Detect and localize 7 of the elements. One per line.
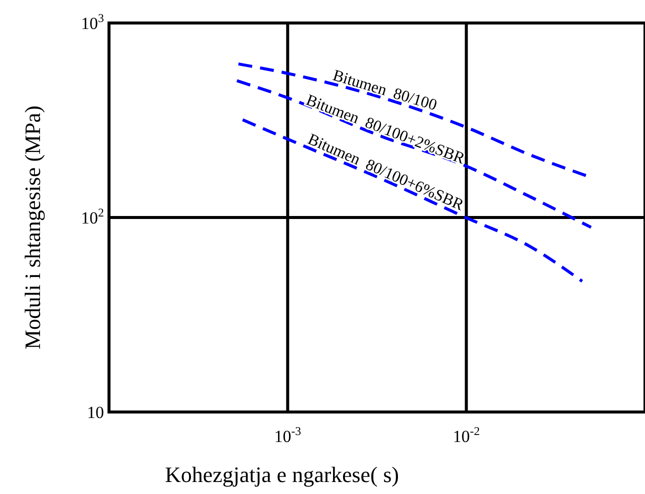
y-axis-title: Moduli i shtangesise (MPa): [20, 106, 45, 350]
x-tick-label: 10$^{-2}$: [452, 424, 480, 446]
x-axis-title: Kohezgjatja e ngarkese( s): [165, 462, 399, 487]
x-tick-label: 10$^{-3}$: [274, 424, 302, 446]
y-tick-label: 10: [87, 403, 104, 422]
y-tick-label: 10$^{3}$: [81, 11, 104, 33]
y-tick-label: 10$^{2}$: [81, 206, 104, 228]
